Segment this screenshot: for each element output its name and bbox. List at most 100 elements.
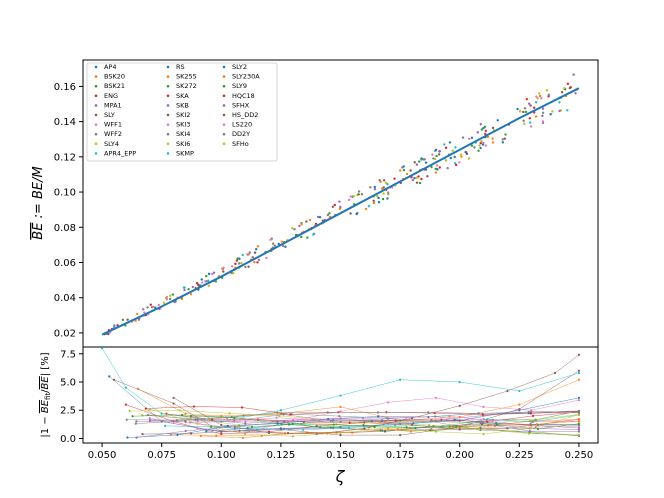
residual-line-ski3 [149, 397, 579, 434]
residual-point-sly [577, 369, 581, 372]
top-y-axis-label: BE := BE/M [31, 166, 46, 239]
residual-point-ski6 [477, 427, 481, 431]
scatter-point-ska [256, 261, 259, 264]
x-tick-label: 0.125 [267, 450, 296, 461]
scatter-point-ski3 [484, 144, 488, 147]
residual-point-ski2 [383, 430, 387, 433]
residual-line-apr4_epp [101, 348, 580, 422]
scatter-point-sly230a [300, 223, 303, 226]
residual-point-sly2 [276, 422, 279, 425]
scatter-point-ski2 [382, 186, 385, 189]
residual-point-bsk20 [518, 403, 521, 406]
top-fit-line [101, 87, 580, 336]
scatter-point-dd2y [214, 280, 218, 283]
residual-point-sly2 [377, 415, 380, 418]
residual-point-sfhx [135, 436, 138, 439]
scatter-point-rs [448, 141, 452, 144]
residual-point-ski3 [291, 419, 294, 422]
scatter-point-ski2 [107, 332, 110, 336]
residual-point-sly230a [199, 434, 203, 438]
scatter-point-skb [446, 166, 449, 170]
scatter-point-hs_dd2 [305, 220, 308, 223]
scatter-point-sly4 [545, 89, 549, 92]
scatter-point-sfhx [558, 109, 561, 113]
top-y-tick-label: 0.12 [54, 152, 76, 163]
legend-label-ski4: SKI4 [176, 130, 190, 138]
scatter-point-ski3 [529, 125, 533, 128]
scatter-point-mpa1 [373, 187, 377, 191]
scatter-point-eng [533, 106, 536, 109]
scatter-point-sk272 [420, 157, 423, 160]
legend-marker-ski2 [166, 113, 170, 117]
scatter-point-hqc18 [234, 262, 237, 266]
residual-point-skmp [531, 420, 535, 423]
scatter-point-sk272 [470, 144, 474, 147]
legend-marker-rs [166, 65, 170, 69]
residual-point-hs_dd2 [577, 353, 581, 357]
legend-label-ls220: LS220 [232, 121, 252, 129]
x-tick-label: 0.250 [565, 450, 594, 461]
residual-point-sly9 [414, 427, 417, 430]
scatter-point-sfhx [415, 163, 419, 166]
bottom-residual-lines [100, 347, 581, 440]
scatter-point-ska [420, 177, 423, 181]
scatter-point-wff2 [237, 262, 241, 265]
legend-label-sfhx: SFHX [232, 101, 250, 109]
scatter-point-mpa1 [191, 285, 195, 289]
scatter-point-skb [113, 324, 116, 327]
residual-line-sfho [149, 408, 579, 437]
scatter-point-rs [470, 136, 474, 139]
residual-point-ls220 [361, 417, 365, 420]
residual-point-hs_dd2 [267, 431, 271, 434]
x-tick-label: 0.200 [445, 450, 474, 461]
residual-point-wff2 [134, 422, 137, 425]
scatter-point-dd2y [360, 193, 364, 196]
residual-point-ski2 [238, 429, 241, 432]
scatter-point-ska [149, 303, 152, 306]
scatter-point-sfhx [423, 158, 426, 161]
legend-label-ska: SKA [176, 92, 189, 100]
residual-line-sly4 [142, 413, 579, 426]
scatter-point-ap4 [413, 176, 416, 180]
scatter-point-mpa1 [212, 271, 216, 274]
scatter-point-hs_dd2 [560, 91, 564, 94]
x-tick-label: 0.225 [505, 450, 534, 461]
scatter-point-ski6 [240, 261, 243, 265]
scatter-point-sly4 [382, 192, 385, 195]
scatter-point-skb [411, 178, 415, 182]
residual-point-mpa1 [577, 428, 581, 431]
scatter-point-sly9 [171, 293, 175, 296]
top-y-tick-label: 0.06 [54, 258, 76, 269]
scatter-point-hs_dd2 [568, 86, 572, 90]
legend-marker-ski6 [166, 142, 170, 146]
residual-point-ski6 [577, 433, 581, 436]
scatter-point-sly [382, 179, 386, 182]
legend-marker-sly2 [222, 65, 226, 69]
residual-point-ska [348, 421, 351, 424]
residual-point-sly [339, 433, 342, 437]
scatter-point-eng [333, 203, 336, 207]
scatter-point-sfhx [338, 200, 341, 203]
scatter-point-wff1 [157, 303, 160, 307]
residual-point-ls220 [275, 416, 278, 419]
residual-point-wff1 [482, 417, 485, 421]
scatter-point-sfho [415, 176, 418, 179]
residual-point-sfho [244, 432, 247, 436]
scatter-point-skmp [312, 233, 315, 236]
residual-line-sfhx [136, 419, 579, 438]
residual-point-skmp [347, 426, 351, 429]
residual-point-ski6 [278, 414, 281, 418]
scatter-point-sfhx [257, 258, 261, 262]
top-panel: 0.02 0.04 0.06 0.08 0.10 0.12 0.14 0.16 AP4 BSK2… [31, 59, 599, 348]
scatter-point-eng [417, 175, 420, 178]
residual-point-skmp [164, 424, 167, 427]
scatter-point-skb [401, 166, 404, 169]
legend-marker-ap4 [94, 65, 98, 69]
residual-point-sly2 [126, 436, 129, 439]
residual-point-ski3 [339, 410, 342, 413]
scatter-point-eng [484, 129, 487, 133]
legend-marker-apr4_epp [94, 152, 98, 155]
legend-label-mpa1: MPA1 [104, 101, 122, 109]
scatter-point-ls220 [222, 266, 225, 270]
scatter-point-skmp [558, 101, 561, 104]
